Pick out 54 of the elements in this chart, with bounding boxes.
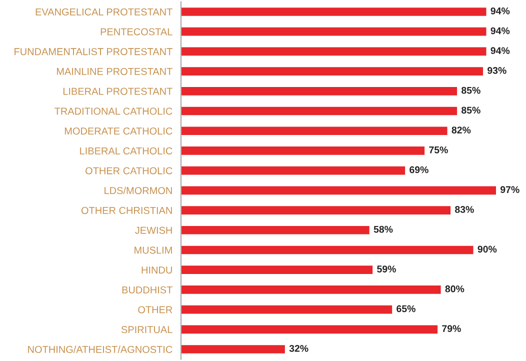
bar — [181, 126, 448, 136]
y-tick-label: PENTECOSTAL — [100, 28, 172, 36]
data-label: 59% — [377, 266, 396, 272]
y-tick-label: MODERATE CATHOLIC — [64, 128, 172, 135]
data-label: 94% — [490, 7, 510, 14]
y-tick-label: JEWISH — [135, 226, 172, 234]
data-label: 65% — [396, 305, 416, 312]
data-label: 79% — [442, 325, 461, 332]
y-tick-label: EVANGELICAL PROTESTANT — [36, 8, 172, 16]
data-label: 94% — [490, 47, 510, 54]
bar — [181, 166, 406, 175]
bar — [181, 47, 486, 56]
y-tick-label: NOTHING/ATHEIST/AGNOSTIC — [28, 346, 172, 353]
y-tick-label: OTHER — [138, 306, 172, 314]
y-tick-label: FUNDAMENTALIST PROTESTANT — [14, 48, 172, 56]
bar — [181, 246, 474, 254]
data-label: 82% — [452, 126, 471, 134]
y-tick-label: MUSLIM — [134, 246, 172, 254]
data-label: 93% — [488, 67, 506, 74]
bar — [181, 27, 486, 36]
data-label: 85% — [462, 86, 480, 94]
data-label: 80% — [445, 285, 464, 292]
bar — [181, 86, 458, 96]
y-tick-label: HINDU — [142, 266, 172, 274]
y-tick-label: LIBERAL PROTESTANT — [63, 88, 172, 95]
data-label: 83% — [455, 206, 474, 213]
y-tick-label: MAINLINE PROTESTANT — [56, 68, 172, 76]
y-tick-label: SPIRITUAL — [121, 326, 172, 334]
data-label: 75% — [429, 146, 448, 154]
y-tick-label: OTHER CATHOLIC — [86, 167, 172, 174]
data-label: 90% — [478, 246, 497, 253]
bar — [181, 8, 486, 16]
data-label: 85% — [462, 106, 480, 114]
data-label: 32% — [289, 344, 308, 352]
bar — [181, 186, 496, 195]
bar — [181, 226, 370, 234]
data-label: 94% — [490, 27, 510, 34]
bar — [181, 146, 425, 155]
y-tick-label: BUDDHIST — [122, 286, 172, 294]
y-tick-label: LDS/MORMON — [104, 186, 172, 194]
y-tick-label: OTHER CHRISTIAN — [81, 206, 172, 214]
data-label: 69% — [410, 166, 428, 174]
bar — [181, 67, 484, 76]
bar — [181, 305, 392, 314]
bar — [181, 266, 373, 274]
data-label: 58% — [374, 226, 393, 233]
bar — [181, 106, 458, 116]
y-tick-label: LIBERAL CATHOLIC — [80, 147, 172, 154]
bar — [181, 286, 441, 294]
bar — [181, 345, 285, 354]
bar — [181, 325, 438, 334]
data-label: 97% — [500, 186, 520, 194]
bar — [181, 206, 451, 214]
y-tick-label: TRADITIONAL CATHOLIC — [54, 108, 172, 115]
